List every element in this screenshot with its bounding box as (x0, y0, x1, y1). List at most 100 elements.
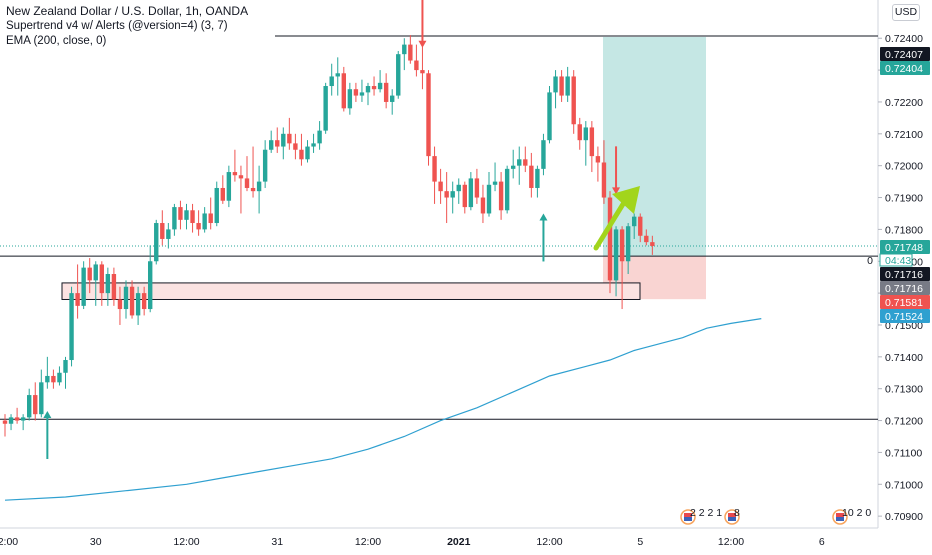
candle-body (81, 267, 86, 306)
event-badge: 10 2 0 (832, 507, 871, 525)
candle-body (644, 235, 649, 243)
indicator-ema-label[interactable]: EMA (200, close, 0) (6, 35, 107, 47)
candle (644, 229, 649, 246)
candle-body (335, 73, 340, 77)
candle (511, 149, 516, 179)
candle (256, 165, 262, 214)
candle-body (293, 143, 298, 150)
candle-body (160, 223, 165, 239)
price-label-box (880, 240, 930, 254)
candle (202, 207, 207, 233)
candle (226, 165, 232, 208)
candle (468, 172, 474, 211)
candle (196, 210, 201, 236)
price-tick-label: 0.71200 (885, 416, 923, 428)
price-label-box (880, 267, 930, 281)
candle-body (468, 178, 474, 208)
candle-body (244, 178, 250, 188)
candle (317, 121, 322, 150)
indicator-supertrend-label[interactable]: Supertrend v4 w/ Alerts (@version=4) (3,… (6, 20, 228, 32)
flag-icon-red (684, 513, 692, 517)
candle-body (57, 372, 62, 383)
candle (299, 133, 304, 166)
candle-body (220, 187, 225, 201)
candle-body (402, 44, 407, 55)
countdown-text: 04:43 (885, 255, 911, 267)
candle (281, 127, 286, 160)
arrow-head (43, 411, 52, 418)
candle (523, 146, 528, 173)
candle (75, 264, 80, 319)
candle (619, 226, 625, 310)
candle (565, 66, 570, 102)
candle (492, 162, 498, 192)
candle (480, 184, 486, 224)
candle-body (190, 210, 195, 224)
symbol-title[interactable]: New Zealand Dollar / U.S. Dollar, 1h, OA… (6, 4, 249, 18)
candle-body (99, 264, 104, 294)
candle-body (450, 191, 455, 198)
candle-body (311, 143, 316, 147)
candle-body (377, 82, 383, 90)
candle-body (541, 140, 546, 169)
candle (250, 146, 256, 198)
chart-legend: New Zealand Dollar / U.S. Dollar, 1h, OA… (6, 4, 248, 49)
candle-body (426, 73, 431, 157)
candle (178, 200, 183, 230)
price-tick-label: 0.71100 (885, 447, 922, 459)
candle (450, 181, 455, 214)
candle (583, 121, 588, 166)
price-label-entry: 0.71716 (880, 281, 930, 295)
time-tick-label: 2021 (447, 536, 471, 548)
candle (14, 407, 20, 424)
price-tick-label: 0.71400 (885, 352, 923, 364)
candle (390, 89, 395, 115)
candle (486, 172, 492, 217)
candle (154, 219, 159, 265)
candle (625, 223, 631, 274)
arrow-head (539, 213, 548, 221)
price-label-line: 0.72407 (880, 47, 930, 61)
candle (559, 70, 564, 102)
price-tick-label: 0.72000 (885, 161, 923, 173)
event-badge-text: 10 2 0 (842, 507, 871, 519)
candle (305, 140, 310, 163)
candle (553, 70, 558, 109)
price-label-target: 0.72404 (880, 61, 930, 75)
projection-arrow-shaft (593, 193, 631, 251)
event-badge: 2 2 2 1 (680, 507, 722, 525)
candle (293, 133, 298, 160)
candle (172, 203, 177, 236)
candle-body (33, 395, 38, 415)
price-label-value: 0.71716 (885, 283, 923, 295)
candle-body (202, 213, 207, 230)
candle (335, 57, 340, 96)
candle-body (250, 187, 256, 192)
event-badge-text: 8 (734, 507, 740, 519)
candle-body (396, 54, 401, 96)
price-label-value: 0.71716 (885, 269, 923, 281)
candle (141, 286, 147, 316)
price-label-line: 0.71716 (880, 267, 930, 281)
candle (275, 127, 280, 153)
candle-body (474, 178, 480, 198)
candle-body (105, 274, 111, 294)
flag-icon-red (836, 513, 844, 517)
currency-button[interactable]: USD (892, 4, 920, 21)
candle (20, 414, 26, 431)
candle-body (565, 76, 570, 96)
price-tick-label: 0.71300 (885, 384, 923, 396)
candle (8, 414, 14, 431)
candle (57, 366, 62, 386)
candle-body (208, 213, 213, 224)
projection-arrow-head (612, 186, 640, 214)
candle-body (492, 181, 498, 185)
candle-body (432, 156, 437, 182)
flag-icon-blue (684, 517, 692, 521)
candle (214, 181, 219, 227)
candle-body (69, 293, 74, 361)
support-zone (61, 282, 641, 300)
candle-body (589, 127, 595, 157)
